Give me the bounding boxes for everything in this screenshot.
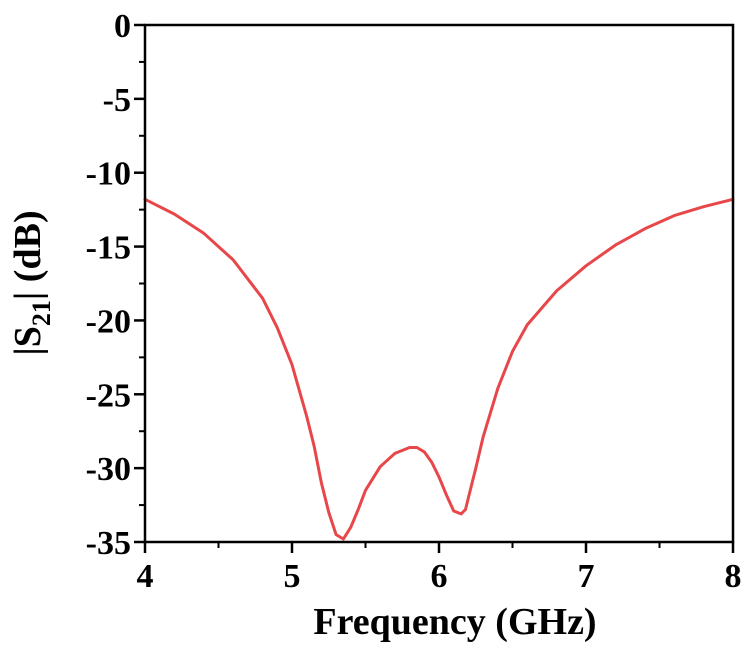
y-tick-label: 0 <box>114 8 131 45</box>
y-minor-ticks <box>139 60 145 507</box>
x-tick-label: 4 <box>137 558 154 595</box>
plot-frame <box>143 23 735 544</box>
s21-line <box>143 197 735 541</box>
y-tick-label: -35 <box>86 525 131 562</box>
y-axis-title-prefix: |S <box>7 326 49 356</box>
y-tick-label: -25 <box>86 377 131 414</box>
series-group <box>143 197 735 541</box>
x-major-ticks <box>143 542 735 553</box>
y-axis-title-subscript: 21 <box>27 300 56 326</box>
x-tick-label: 7 <box>578 558 595 595</box>
y-major-ticks <box>134 23 145 544</box>
x-axis-title: Frequency (GHz) <box>313 601 596 643</box>
y-tick-label: -30 <box>86 451 131 488</box>
y-tick-label: -10 <box>86 156 131 193</box>
x-tick-labels: 4 5 6 7 8 <box>137 558 742 595</box>
y-axis-title: |S21| (dB) <box>7 210 56 355</box>
y-tick-label: -15 <box>86 230 131 267</box>
x-tick-label: 8 <box>725 558 742 595</box>
y-tick-label: -20 <box>86 303 131 340</box>
x-tick-label: 6 <box>431 558 448 595</box>
y-tick-labels: 0 -5 -10 -15 -20 -25 -30 -35 <box>86 8 131 562</box>
y-tick-label: -5 <box>103 82 131 119</box>
x-tick-label: 5 <box>284 558 301 595</box>
y-axis-title-suffix: | (dB) <box>7 210 49 300</box>
